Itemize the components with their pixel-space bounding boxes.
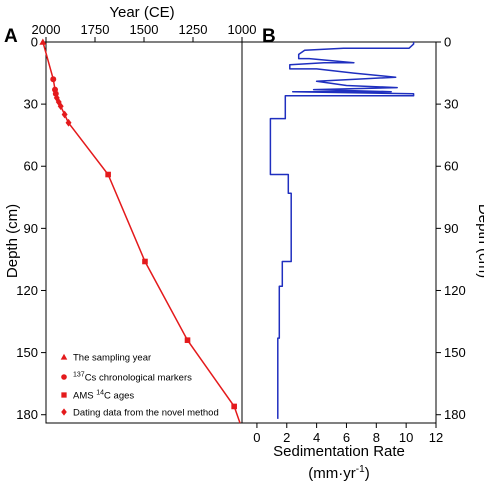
panel-b-x-tick-label: 12	[429, 430, 443, 445]
panel-a-marker-circle	[50, 76, 57, 83]
panel-a-y-axis-title: Depth (cm)	[4, 204, 21, 278]
panel-a-x-axis-title: Year (CE)	[109, 4, 174, 21]
panel-b-x-tick-label: 10	[399, 430, 413, 445]
panel-b-x-tick-label: 6	[343, 430, 350, 445]
panel-a-frame	[45, 41, 243, 424]
panel-a-x-tick-label: 2000	[32, 22, 61, 37]
panel-a-x-tick-label: 1500	[130, 22, 159, 37]
legend-marker-circle	[61, 374, 67, 380]
panel-a-axes: A Year (CE) Depth (cm) 2000 1750 1500 1250 1…	[4, 4, 257, 424]
legend-superscript: 137	[73, 372, 85, 379]
panel-a-marker-square	[184, 337, 191, 343]
panel-b-y-tick-label: 180	[444, 407, 466, 422]
panel-b-y-tick-label: 150	[444, 345, 466, 360]
legend-entry-label: The sampling year	[73, 353, 151, 364]
panel-a-legend: The sampling year 137Cs chronological mar…	[60, 353, 219, 419]
panel-a-y-tick-label: 0	[31, 35, 38, 50]
panel-b-frame	[241, 41, 437, 424]
panel-a-y-ticks: 0 30 60 90 120 150 180	[16, 35, 46, 422]
panel-b-unit-close: )	[365, 465, 370, 482]
panel-b-y-tick-label: 30	[444, 97, 458, 112]
panel-b-y-axis-title: Depth (cm)	[475, 204, 484, 278]
panel-b-x-tick-label: 8	[373, 430, 380, 445]
panel-b-x-ticks: 0 2 4 6 8 10 12	[253, 423, 443, 445]
panel-b-y-tick-label: 0	[444, 35, 451, 50]
panel-a-marker-square	[231, 403, 237, 410]
panel-a-y-tick-label: 150	[16, 345, 38, 360]
panel-a-marker-square	[105, 171, 111, 178]
panel-a-y-tick-label: 180	[16, 407, 38, 422]
panel-a-marker-diamond	[65, 118, 72, 127]
panel-a-marker-diamond	[53, 94, 60, 102]
panel-a-x-tick-label: 1750	[81, 22, 110, 37]
panel-b-plot	[269, 42, 415, 419]
legend-entry-label: AMS 14C ages	[73, 390, 134, 402]
panel-a-y-tick-label: 120	[16, 283, 38, 298]
panel-b-letter: B	[262, 26, 276, 47]
panel-a-marker-diamond	[61, 110, 68, 119]
legend-label-text: AMS	[73, 391, 96, 402]
panel-b-unit-base: (mm·yr	[308, 465, 355, 482]
panel-a-marker-diamond	[57, 102, 64, 111]
panel-a-x-tick-label: 1000	[228, 22, 257, 37]
panel-a-plot	[39, 38, 241, 424]
panel-a-marker-square	[142, 258, 148, 265]
panel-b-x-axis-unit: (mm·yr-1)	[308, 464, 369, 482]
panel-b-y-tick-label: 90	[444, 221, 458, 236]
panel-b-x-axis-title: Sedimentation Rate	[273, 443, 405, 460]
legend-marker-diamond	[61, 408, 67, 416]
panel-a-y-tick-label: 90	[24, 221, 38, 236]
legend-marker-square	[61, 392, 67, 398]
legend-marker-triangle	[60, 353, 68, 360]
legend-label-text: C ages	[104, 391, 134, 402]
panel-b-y-tick-label: 120	[444, 283, 466, 298]
panel-a-age-depth-line	[42, 41, 241, 424]
panel-a-y-tick-label: 30	[24, 97, 38, 112]
panel-b-unit-exponent: -1	[356, 464, 365, 475]
panel-b-axes: B Sedimentation Rate (mm·yr-1) Depth (cm…	[241, 26, 484, 482]
panel-b-x-tick-label: 0	[253, 430, 260, 445]
panel-b-x-tick-label: 4	[313, 430, 320, 445]
legend-entry-label: 137Cs chronological markers	[73, 372, 192, 384]
legend-superscript: 14	[96, 390, 104, 397]
panel-b-y-ticks: 0 30 60 90 120 150 180	[436, 35, 466, 422]
legend-label-text: Cs chronological markers	[85, 373, 192, 384]
panel-b-y-tick-label: 60	[444, 159, 458, 174]
panel-a-x-tick-label: 1250	[179, 22, 208, 37]
panel-a-y-tick-label: 60	[24, 159, 38, 174]
legend-entry-label: Dating data from the novel method	[73, 408, 219, 419]
panel-b-x-tick-label: 2	[283, 430, 290, 445]
panel-a-marker-triangle	[39, 38, 47, 45]
panel-a-x-ticks: 2000 1750 1500 1250 1000	[32, 22, 257, 42]
panel-a-letter: A	[4, 26, 18, 47]
panel-b-sedimentation-rate-line	[269, 42, 415, 419]
